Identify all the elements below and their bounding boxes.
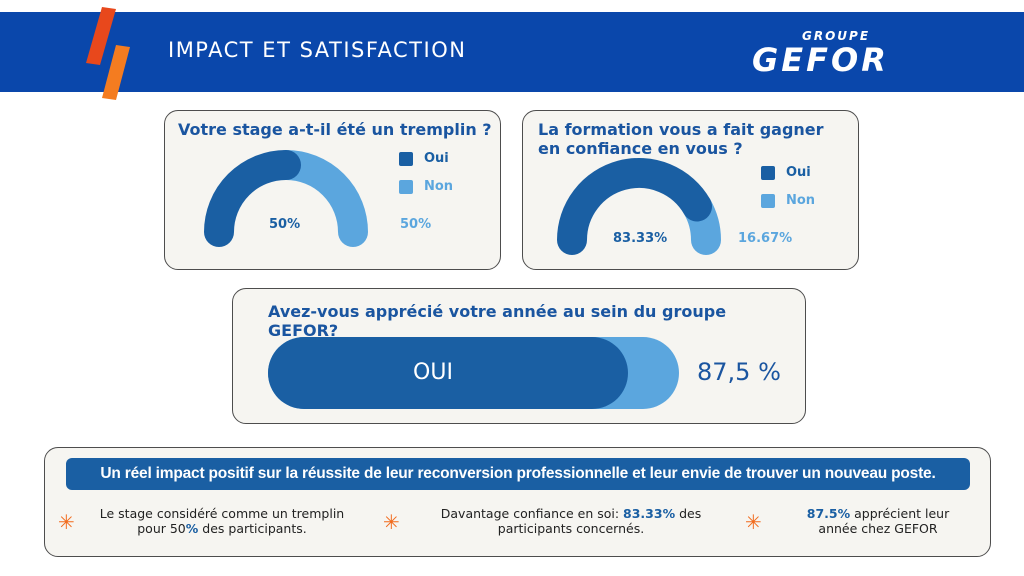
logo-gefor-text: GEFOR xyxy=(752,41,889,77)
bar-label-oui: OUI xyxy=(413,360,453,385)
stat-appreciation-post: apprécient leur xyxy=(850,506,950,521)
stat-tremplin-pre: pour 50 xyxy=(137,521,186,536)
asterisk-icon: ✳ xyxy=(383,512,400,534)
bar-value-label: 87,5 % xyxy=(697,358,781,386)
legend-label-oui: Oui xyxy=(424,151,449,166)
data-label-non: 50% xyxy=(400,217,432,232)
bar-track: OUI xyxy=(268,337,679,409)
card-tremplin-title: Votre stage a-t-il été un tremplin ? xyxy=(178,120,492,139)
data-label-non: 16.67% xyxy=(738,231,793,246)
stat-tremplin-highlight: % xyxy=(185,521,199,536)
legend-label-non: Non xyxy=(424,179,454,194)
stat-tremplin-line1: Le stage considéré comme un tremplin xyxy=(99,506,345,521)
legend-swatch-oui xyxy=(399,152,413,166)
card-confiance-title: La formation vous a fait gagner en confi… xyxy=(538,120,824,158)
card-appreciation-title: Avez-vous apprécié votre année au sein d… xyxy=(268,302,727,340)
legend-swatch-non xyxy=(399,180,413,194)
logo-groupe-text: GROUPE xyxy=(802,29,870,43)
stat-tremplin-post: des participants. xyxy=(198,521,307,536)
stat-confiance-line2: participants concernés. xyxy=(497,521,645,536)
legend-label-non: Non xyxy=(786,193,816,208)
data-label-oui: 83.33% xyxy=(613,231,668,246)
decorative-stripes xyxy=(86,7,130,100)
bar-fill-oui xyxy=(268,337,628,409)
data-label-oui: 50% xyxy=(269,217,301,232)
stat-confiance: Davantage confiance en soi: 83.33% des p… xyxy=(414,506,728,536)
stat-appreciation: 87.5% apprécient leur année chez GEFOR xyxy=(778,506,978,536)
gefor-logo: GROUPE GEFOR xyxy=(752,29,889,77)
stat-tremplin: Le stage considéré comme un tremplin pou… xyxy=(82,506,362,536)
summary-banner: Un réel impact positif sur la réussite d… xyxy=(66,458,970,490)
asterisk-icon: ✳ xyxy=(745,512,762,534)
gauge-segment-oui xyxy=(204,150,301,247)
stat-tremplin-line2: pour 50% des participants. xyxy=(82,521,362,536)
legend-label-oui: Oui xyxy=(786,165,811,180)
stat-appreciation-line2: année chez GEFOR xyxy=(818,521,938,536)
legend-swatch-oui xyxy=(761,166,775,180)
legend-swatch-non xyxy=(761,194,775,208)
stat-confiance-post: des xyxy=(675,506,702,521)
stat-confiance-line1: Davantage confiance en soi: 83.33% des xyxy=(414,506,728,521)
gauge-segment-oui xyxy=(557,158,713,255)
stat-confiance-pre: Davantage confiance en soi: xyxy=(440,506,624,521)
stat-appreciation-line1: 87.5% apprécient leur xyxy=(778,506,978,521)
stat-appreciation-highlight: 87.5% xyxy=(806,506,851,521)
header-bar xyxy=(0,12,1024,92)
asterisk-icon: ✳ xyxy=(58,512,75,534)
page-title: IMPACT ET SATISFACTION xyxy=(168,38,467,62)
stat-confiance-highlight: 83.33% xyxy=(623,506,676,521)
